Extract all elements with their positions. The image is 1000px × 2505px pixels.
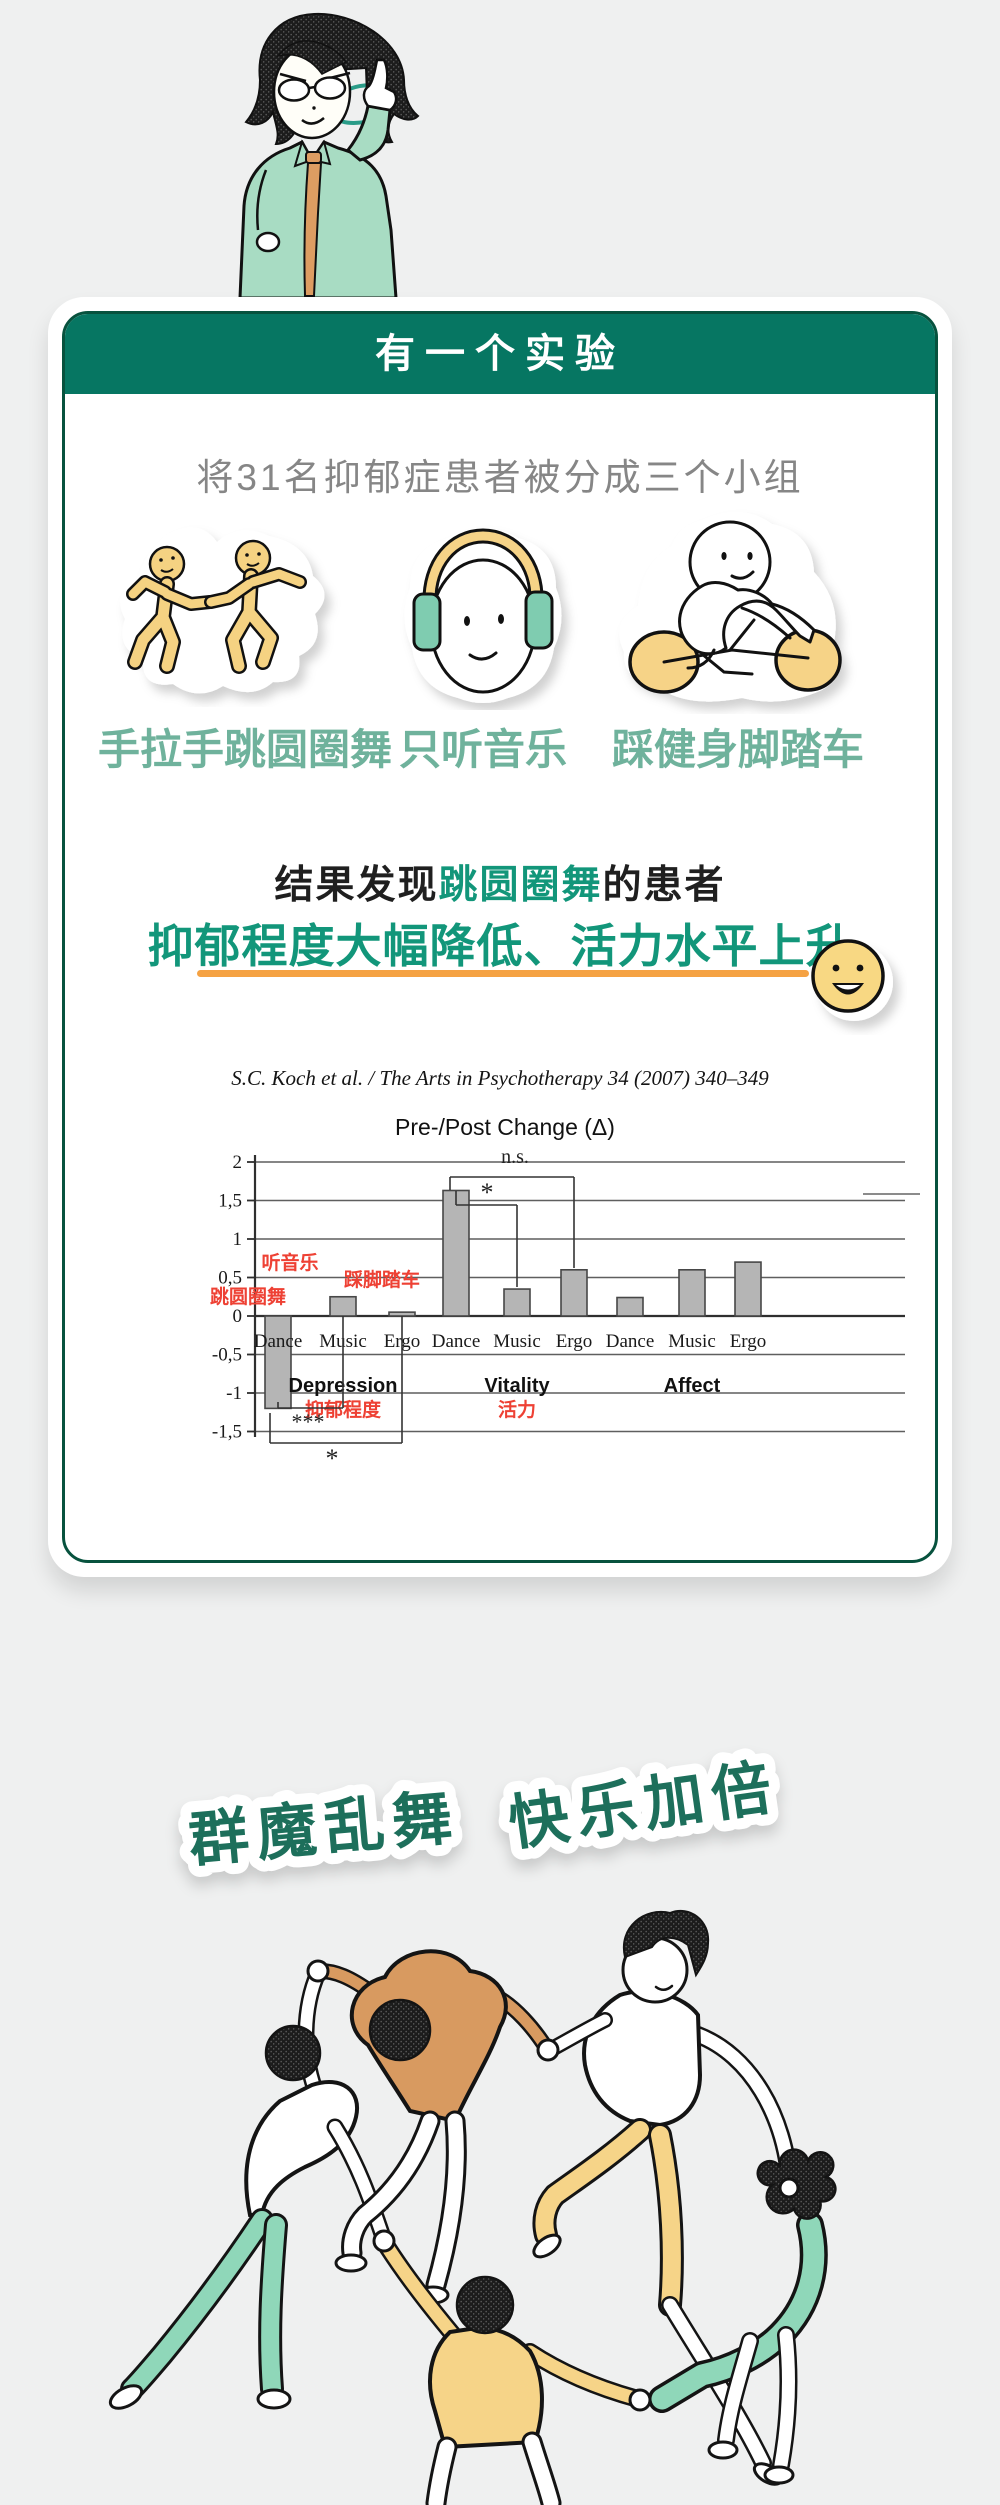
dancer-left	[108, 1964, 392, 2410]
svg-text:抑郁程度: 抑郁程度	[305, 1398, 382, 1421]
orange-underline	[197, 970, 809, 977]
svg-text:2: 2	[233, 1152, 243, 1173]
svg-text:跳圆圈舞: 跳圆圈舞	[210, 1285, 286, 1308]
card-header: 有一个实验	[65, 314, 935, 394]
svg-text:***: ***	[292, 1409, 325, 1434]
circle-dance-icon	[120, 527, 325, 694]
smile	[301, 117, 325, 125]
footer-headline: 群魔乱舞 快乐加倍	[175, 1743, 794, 1885]
dancer-bottom-yellow	[377, 2236, 647, 2505]
svg-text:活力: 活力	[498, 1398, 536, 1421]
svg-text:1,5: 1,5	[218, 1191, 242, 1212]
joined-hands	[306, 1959, 800, 2412]
svg-text:-0,5: -0,5	[212, 1345, 242, 1366]
result-highlight: 跳圆圈舞	[438, 864, 603, 907]
svg-text:0,5: 0,5	[218, 1268, 242, 1289]
teacher-illustration	[238, 12, 420, 298]
circle-dance-illustration	[108, 1910, 837, 2505]
group-label-music: 只听音乐	[398, 728, 567, 774]
svg-text:-1: -1	[226, 1383, 242, 1404]
result-line-1: 结果发现跳圆圈舞的患者	[0, 854, 1000, 910]
pointing-hand	[362, 58, 398, 112]
svg-text:Dance: Dance	[432, 1331, 481, 1352]
svg-text:Music: Music	[668, 1331, 716, 1352]
result-line-2: 抑郁程度大幅降低、活力水平上升	[147, 920, 853, 972]
exercise-bike-icon	[619, 511, 842, 702]
tie-icon	[305, 151, 322, 164]
svg-text:Affect: Affect	[664, 1375, 721, 1397]
svg-text:踩脚踏车: 踩脚踏车	[344, 1268, 420, 1291]
svg-text:*: *	[326, 1444, 339, 1473]
svg-text:0: 0	[233, 1306, 243, 1327]
group-label-ergo: 踩健身脚踏车	[611, 728, 864, 774]
footer-headline-2: 快乐加倍	[505, 1754, 784, 1857]
chart-plot: 2 1,5 1 0,5 0 -0,5 -1 -1,5 Dance Music Ergo Dance Mu…	[210, 1146, 905, 1473]
svg-text:听音乐: 听音乐	[261, 1251, 318, 1274]
ear-cup-right	[524, 590, 554, 650]
svg-text:*: *	[481, 1178, 494, 1207]
svg-text:Ergo: Ergo	[730, 1331, 767, 1352]
chart-title: Pre-/Post Change (Δ)	[395, 1114, 615, 1140]
group-label-dance: 手拉手跳圆圈舞	[97, 728, 392, 774]
dancing-figure-left	[126, 545, 217, 674]
svg-text:n.s.: n.s.	[501, 1146, 529, 1168]
footer-headline-1: 群魔乱舞	[186, 1785, 463, 1874]
ear-cup-left	[412, 592, 442, 652]
intro-text: 将31名抑郁症患者被分成三个小组	[196, 457, 804, 498]
card-title: 有一个实验	[375, 331, 625, 376]
teacher-head	[244, 12, 420, 146]
dancer-bottomright-mint	[648, 2148, 837, 2485]
result-suffix: 的患者	[602, 864, 726, 907]
dancing-figure-right	[204, 539, 307, 674]
chart-citation: S.C. Koch et al. / The Arts in Psychothe…	[231, 1066, 769, 1090]
svg-text:1: 1	[233, 1229, 243, 1250]
svg-text:Vitality: Vitality	[484, 1375, 550, 1397]
svg-text:Music: Music	[493, 1331, 541, 1352]
smiley-icon	[811, 939, 893, 1021]
svg-text:-1,5: -1,5	[212, 1422, 242, 1443]
teacher-body	[238, 58, 398, 298]
svg-text:Dance: Dance	[254, 1331, 303, 1352]
glasses-icon	[277, 78, 311, 102]
headphones-icon	[404, 528, 562, 703]
result-prefix: 结果发现	[274, 864, 439, 907]
svg-text:Dance: Dance	[606, 1331, 655, 1352]
bar-chart: Pre-/Post Change (Δ) 2 1,5 1 0,5 0 -0,5 -1 -1,5…	[210, 1114, 920, 1473]
svg-text:Ergo: Ergo	[556, 1331, 593, 1352]
